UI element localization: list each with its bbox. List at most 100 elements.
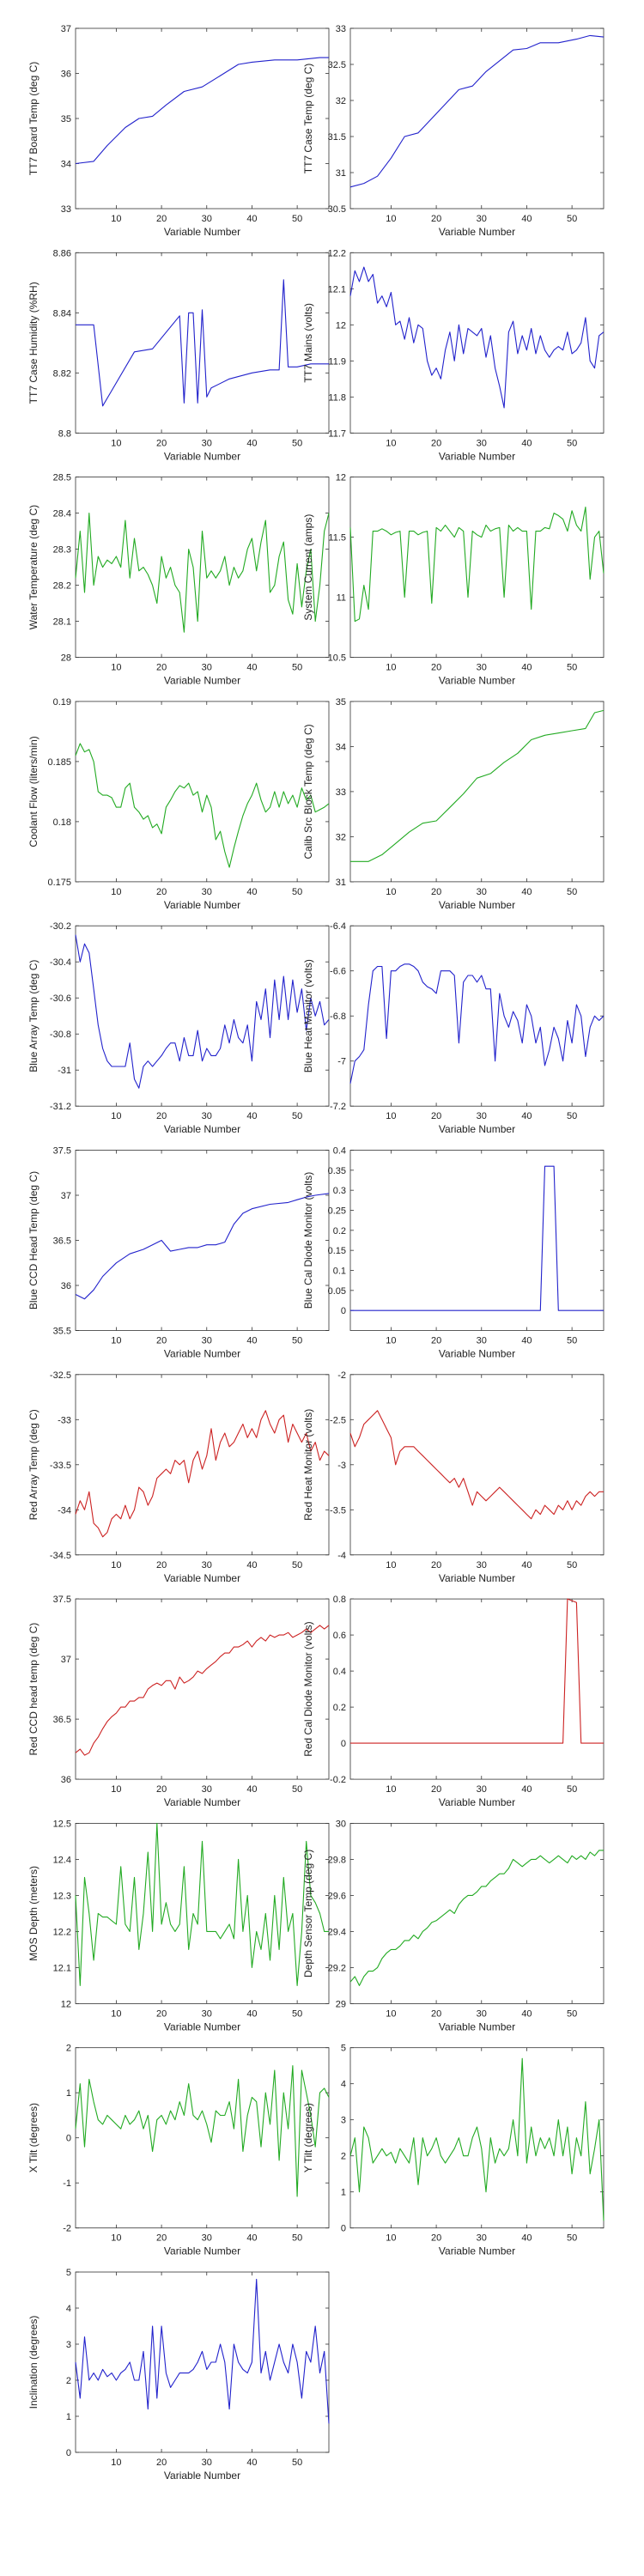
y-tick-label: 30.5 [328, 204, 346, 215]
x-tick-label: 10 [386, 1111, 396, 1121]
y-axis-label: Depth Sensor Temp (deg C) [302, 1850, 314, 1978]
y-axis-label: TT7 Mains (volts) [302, 303, 314, 383]
series-line-0 [350, 1598, 604, 1744]
series-line-0 [349, 963, 605, 1084]
y-tick-label: 37 [61, 1191, 71, 1201]
chart-panel-11: 10 20 30 40 50 0 0.05 0.1 0.15 0.2 0.25 0.3 0.35 0.4 V… [302, 1146, 605, 1360]
y-tick-label: -7 [337, 1057, 346, 1067]
x-tick-label: 40 [521, 214, 532, 224]
x-tick-label: 50 [567, 214, 577, 224]
y-tick-label: 0 [341, 1739, 346, 1749]
y-axis-label: Red Heat Monitor (volts) [302, 1409, 314, 1521]
x-tick-label: 20 [156, 2008, 167, 2019]
x-tick-label: 50 [292, 214, 302, 224]
x-tick-label: 20 [156, 1560, 167, 1571]
x-axis-label: Variable Number [164, 899, 240, 911]
x-tick-label: 10 [386, 663, 396, 673]
y-tick-label: 11 [337, 593, 346, 604]
y-tick-label: 8.8 [58, 428, 71, 439]
y-tick-label: 0.35 [328, 1166, 346, 1176]
plot-frame [349, 1598, 605, 1780]
x-tick-label: 50 [292, 2008, 302, 2019]
x-tick-label: 20 [431, 1336, 441, 1346]
x-tick-label: 30 [477, 438, 487, 448]
y-axis-label: Blue Cal Diode Monitor (volts) [302, 1172, 314, 1309]
x-tick-label: 20 [156, 1784, 167, 1795]
y-tick-label: 32.5 [328, 60, 346, 70]
y-tick-label: 11.5 [328, 533, 346, 544]
y-tick-label: -31 [58, 1066, 71, 1076]
x-tick-label: 50 [567, 1111, 577, 1121]
x-tick-label: 30 [202, 438, 212, 448]
y-tick-label: 33 [336, 24, 346, 34]
y-tick-label: 34 [336, 742, 346, 752]
y-axis-label: X Tilt (degrees) [27, 2103, 39, 2172]
y-tick-label: 0.4 [333, 1146, 346, 1157]
y-tick-label: 32 [336, 96, 346, 106]
y-tick-label: 0.4 [333, 1667, 346, 1677]
x-tick-label: 50 [567, 1560, 577, 1571]
y-tick-label: -1 [63, 2178, 71, 2189]
chart-panel-1: 10 20 30 40 50 30.5 31 31.5 32 32.5 33 Variable Num… [302, 24, 605, 238]
y-tick-label: 12.5 [53, 1819, 71, 1829]
plot-frame [75, 1150, 330, 1331]
y-axis-label: Blue CCD Head Temp (deg C) [27, 1171, 39, 1309]
y-tick-label: 33 [61, 204, 71, 215]
y-tick-label: 11.8 [328, 392, 346, 403]
series-line-0 [75, 1193, 330, 1300]
x-tick-label: 50 [292, 2458, 302, 2468]
y-tick-label: 0.2 [333, 1226, 346, 1236]
x-tick-label: 40 [521, 1111, 532, 1121]
y-tick-label: 31 [336, 168, 346, 179]
x-tick-label: 50 [292, 663, 302, 673]
x-tick-label: 10 [111, 438, 121, 448]
x-tick-label: 20 [431, 2233, 441, 2244]
x-tick-label: 30 [477, 1784, 487, 1795]
x-tick-label: 40 [246, 2233, 257, 2244]
y-axis-label: Y Tilt (degrees) [302, 2103, 314, 2172]
series-line-0 [75, 743, 330, 868]
y-tick-label: -30.4 [50, 957, 71, 968]
y-tick-label: -6.6 [330, 967, 346, 977]
x-axis-label: Variable Number [439, 450, 515, 462]
plot-frame [349, 1150, 605, 1331]
y-tick-label: 5 [341, 2044, 346, 2054]
y-tick-label: 0.2 [333, 1703, 346, 1713]
x-axis-label: Variable Number [164, 675, 240, 687]
x-tick-label: 10 [386, 214, 396, 224]
x-tick-label: 30 [477, 1336, 487, 1346]
y-tick-label: 29.6 [328, 1891, 346, 1901]
plot-frame [349, 925, 605, 1107]
y-tick-label: 0.3 [333, 1186, 346, 1196]
y-tick-label: -33.5 [50, 1461, 71, 1471]
y-tick-label: 4 [341, 2080, 346, 2090]
x-tick-label: 50 [292, 1111, 302, 1121]
x-axis-label: Variable Number [439, 675, 515, 687]
chart-panel-20: 10 20 30 40 50 0 1 2 3 4 5 Variable Number Inclinati… [27, 2268, 330, 2482]
chart-panel-19: 10 20 30 40 50 0 1 2 3 4 5 Variable Number Y Tilt (d… [302, 2044, 605, 2257]
y-tick-label: 35 [336, 697, 346, 708]
x-axis-label: Variable Number [439, 226, 515, 238]
x-axis-label: Variable Number [164, 1796, 240, 1808]
x-tick-label: 40 [246, 663, 257, 673]
y-tick-label: 12 [61, 1999, 71, 2009]
y-tick-label: -30.8 [50, 1030, 71, 1040]
y-tick-label: 2 [341, 2152, 346, 2162]
y-tick-label: 28.2 [53, 581, 71, 592]
x-tick-label: 30 [477, 1111, 487, 1121]
x-tick-label: 40 [246, 887, 257, 897]
chart-panel-0: 10 20 30 40 50 33 34 35 36 37 Variable Number TT7 B… [27, 24, 330, 238]
x-tick-label: 20 [156, 214, 167, 224]
x-tick-label: 40 [521, 1784, 532, 1795]
x-tick-label: 10 [386, 438, 396, 448]
y-tick-label: 1 [341, 2188, 346, 2198]
series-line-0 [75, 513, 330, 633]
y-axis-label: Blue Array Temp (deg C) [27, 960, 39, 1072]
x-tick-label: 20 [431, 887, 441, 897]
series-line-0 [349, 1410, 604, 1520]
y-tick-label: 12.1 [328, 284, 346, 295]
x-tick-label: 10 [386, 2008, 396, 2019]
series-line-0 [75, 1625, 330, 1756]
chart-panel-14: 10 20 30 40 50 36 36.5 37 37.5 Variable Number Red… [27, 1595, 330, 1808]
x-tick-label: 20 [431, 214, 441, 224]
